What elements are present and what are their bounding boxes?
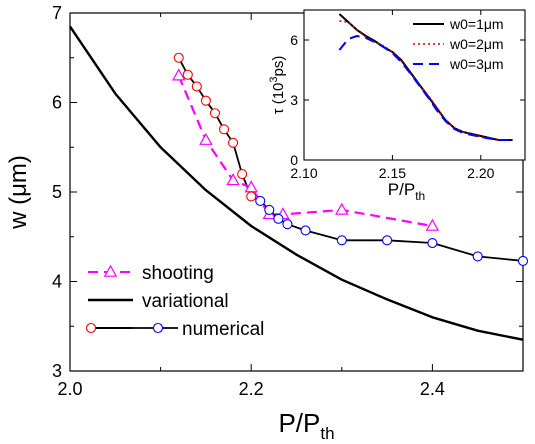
numerical-point	[246, 191, 257, 202]
numerical-point	[300, 225, 311, 236]
shooting-point	[335, 202, 349, 215]
inset-legend-label: w0=2μm	[449, 36, 504, 52]
legend-marker-numerical-blue	[152, 322, 164, 334]
inset-x-axis-title-subscript: th	[415, 189, 425, 203]
numerical-point	[472, 251, 483, 262]
inset-y-tick-label: 0	[290, 152, 298, 168]
legend-marker-shooting	[103, 264, 118, 277]
inset-plot: 2.10 2.15 2.20 0 3 6 P/Pth τ (103ps) w0=1μm w0=2μ…	[268, 9, 526, 203]
inset-x-tick-label: 2.15	[379, 165, 406, 181]
numerical-point	[182, 69, 193, 80]
inset-y-axis-title-superscript: 3	[268, 76, 280, 82]
legend-label: shooting	[142, 263, 214, 284]
shooting-point	[226, 173, 240, 186]
inset-y-tick-label: 3	[290, 92, 298, 108]
inset-x-axis-title: P/Pth	[388, 180, 425, 203]
series-line-shooting	[177, 75, 433, 228]
legend-label: numerical	[182, 319, 264, 340]
inset-series-line-3	[338, 35, 513, 141]
shooting-point	[425, 218, 440, 231]
numerical-point	[200, 95, 211, 106]
x-tick-label: 2.2	[239, 379, 264, 399]
x-tick-label: 2.0	[57, 379, 82, 399]
numerical-point	[228, 137, 239, 148]
inset-x-tick-label: 2.20	[467, 165, 494, 181]
y-tick-label: 5	[52, 182, 62, 202]
numerical-point	[191, 81, 202, 92]
inset-legend: w0=1μm w0=2μm w0=3μm	[413, 16, 504, 72]
main-plot: 2.0 2.2 2.4 3 4 5 6 7 P/Pth w (μm) shooting variati…	[5, 3, 529, 443]
numerical-point	[237, 169, 248, 180]
y-tick-label: 6	[52, 93, 62, 113]
numerical-point	[273, 213, 284, 224]
numerical-point	[382, 235, 393, 246]
numerical-point	[517, 255, 529, 266]
shooting-point	[199, 132, 213, 145]
inset-legend-label: w0=3μm	[449, 56, 504, 72]
inset-y-axis-title: τ (103ps)	[268, 56, 287, 115]
y-tick-label: 4	[52, 272, 62, 292]
y-tick-label: 3	[52, 361, 62, 381]
numerical-point	[218, 124, 230, 135]
numerical-point	[282, 219, 293, 230]
legend-label: variational	[142, 291, 229, 312]
x-tick-label: 2.4	[420, 379, 445, 399]
numerical-point	[427, 237, 438, 249]
inset-x-tick-label: 2.10	[290, 165, 317, 181]
y-tick-label: 7	[52, 3, 62, 23]
numerical-point	[264, 204, 275, 215]
inset-y-tick-label: 6	[290, 32, 298, 48]
numerical-point	[336, 235, 347, 246]
y-axis-title: w (μm)	[5, 155, 32, 230]
x-axis-title-subscript: th	[320, 424, 334, 443]
numerical-point	[173, 52, 184, 63]
inset-frame	[303, 9, 526, 161]
legend-marker-numerical-red	[85, 322, 97, 334]
series-line-variational	[69, 25, 524, 341]
shooting-point	[171, 68, 186, 81]
x-axis-title: P/Pth	[278, 408, 334, 443]
inset-y-axis-title-rest: ps)	[270, 56, 287, 77]
inset-legend-label: w0=1μm	[449, 16, 504, 32]
main-legend: shooting variational numerical	[85, 263, 264, 340]
numerical-point	[255, 195, 266, 206]
numerical-point	[209, 108, 221, 119]
